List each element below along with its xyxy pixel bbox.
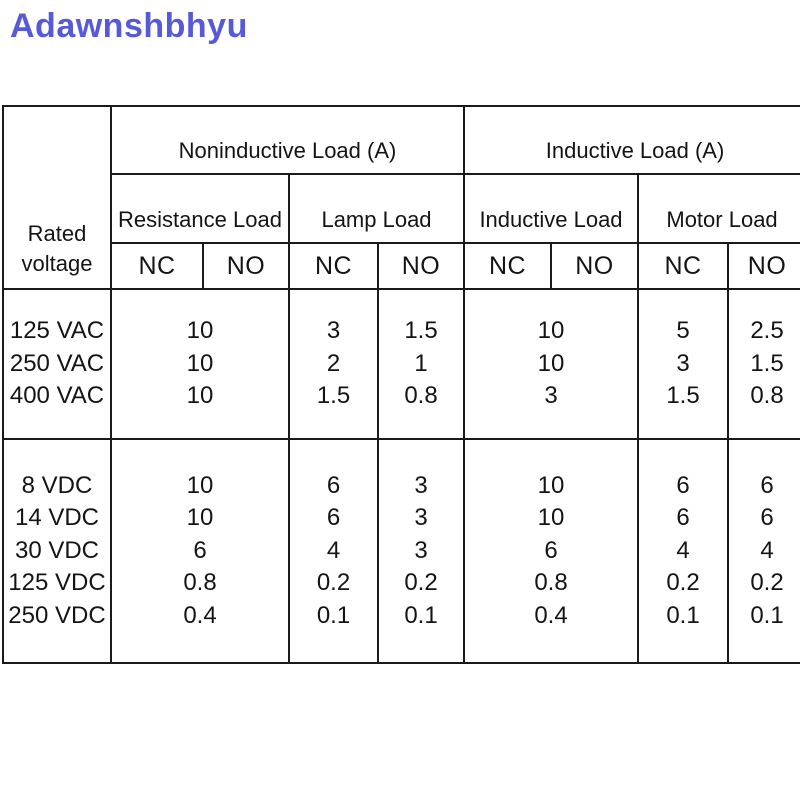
header-resistance-no: NO [202,242,290,290]
header-inductive-load: Inductive Load [463,173,639,244]
ratings-table-container: Rated voltage Noninductive Load (A) Indu… [2,105,800,667]
table-row-dc-section: 8 VDC 14 VDC 30 VDC 125 VDC 250 VDC 10 1… [2,438,800,664]
header-lamp-load: Lamp Load [288,173,465,244]
contact-ratings-table: Rated voltage Noninductive Load (A) Indu… [2,105,800,664]
inductive-values-ac: 10 10 3 [463,288,639,440]
header-motor-load: Motor Load [636,173,800,244]
header-rated-voltage: Rated voltage [2,105,112,290]
table-row-ac-section: 125 VAC 250 VAC 400 VAC 10 10 10 3 2 1.5 [2,288,800,440]
resistance-values-dc: 10 10 6 0.8 0.4 [110,438,290,664]
resistance-values-ac: 10 10 10 [110,288,290,440]
motor-nc-values-dc: 6 6 4 0.2 0.1 [637,438,729,664]
seller-watermark: Adawnshbhyu [10,7,248,45]
header-motor-no: NO [726,242,800,290]
header-noninductive-load: Noninductive Load (A) [110,105,465,175]
header-motor-nc: NC [637,242,729,290]
motor-nc-values-ac: 5 3 1.5 [637,288,729,440]
lamp-nc-values-ac: 3 2 1.5 [288,288,379,440]
header-inductive-load-group: Inductive Load (A) [462,105,800,175]
rated-voltage-values-ac: 125 VAC 250 VAC 400 VAC [2,288,112,440]
header-lamp-nc: NC [288,242,379,290]
header-inductive-no: NO [550,242,639,290]
rated-voltage-values-dc: 8 VDC 14 VDC 30 VDC 125 VDC 250 VDC [2,438,112,664]
motor-no-values-ac: 2.5 1.5 0.8 [726,288,800,440]
inductive-values-dc: 10 10 6 0.8 0.4 [463,438,639,664]
header-resistance-load: Resistance Load [110,173,290,244]
header-resistance-nc: NC [110,242,204,290]
header-inductive-nc: NC [463,242,552,290]
lamp-no-values-ac: 1.5 1 0.8 [377,288,465,440]
header-lamp-no: NO [377,242,465,290]
lamp-nc-values-dc: 6 6 4 0.2 0.1 [288,438,379,664]
lamp-no-values-dc: 3 3 3 0.2 0.1 [377,438,465,664]
motor-no-values-dc: 6 6 4 0.2 0.1 [726,438,800,664]
